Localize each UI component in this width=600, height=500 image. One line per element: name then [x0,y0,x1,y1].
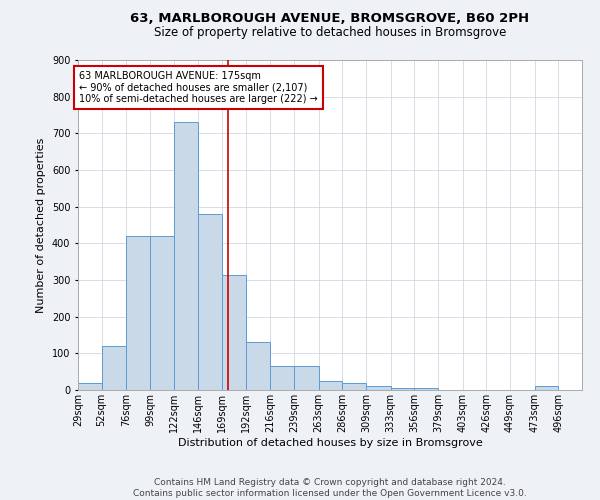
Bar [271,366,294,390]
Bar [101,346,127,390]
Bar [199,214,222,390]
Bar [173,122,199,390]
Bar [319,381,343,390]
Bar [222,274,245,390]
Bar [150,236,173,390]
Bar [366,386,391,390]
Bar [535,386,559,390]
Text: 63 MARLBOROUGH AVENUE: 175sqm
← 90% of detached houses are smaller (2,107)
10% o: 63 MARLBOROUGH AVENUE: 175sqm ← 90% of d… [79,71,318,104]
Text: Contains HM Land Registry data © Crown copyright and database right 2024.
Contai: Contains HM Land Registry data © Crown c… [133,478,527,498]
Bar [343,382,366,390]
Bar [415,388,438,390]
Y-axis label: Number of detached properties: Number of detached properties [37,138,46,312]
Bar [391,388,415,390]
Bar [78,382,101,390]
Text: 63, MARLBOROUGH AVENUE, BROMSGROVE, B60 2PH: 63, MARLBOROUGH AVENUE, BROMSGROVE, B60 … [130,12,530,26]
Bar [127,236,150,390]
Text: Size of property relative to detached houses in Bromsgrove: Size of property relative to detached ho… [154,26,506,39]
X-axis label: Distribution of detached houses by size in Bromsgrove: Distribution of detached houses by size … [178,438,482,448]
Bar [245,342,271,390]
Bar [294,366,319,390]
